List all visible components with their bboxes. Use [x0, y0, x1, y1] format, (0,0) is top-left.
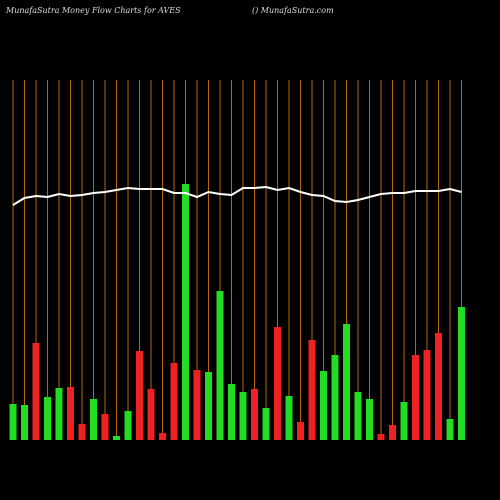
- bar: [251, 389, 258, 440]
- bar: [147, 389, 155, 440]
- bar: [216, 291, 224, 440]
- bar: [354, 392, 362, 440]
- bar: [32, 343, 40, 440]
- bar: [67, 387, 74, 440]
- bar: [400, 402, 408, 440]
- bar: [78, 424, 86, 440]
- bar: [90, 399, 97, 440]
- bar: [159, 433, 166, 440]
- bar: [262, 408, 270, 440]
- bar: [124, 411, 132, 440]
- bar: [136, 351, 143, 440]
- bar: [239, 392, 247, 440]
- bar: [9, 404, 17, 440]
- bar: [285, 396, 293, 440]
- bar: [343, 324, 350, 440]
- bar: [170, 363, 178, 440]
- bar: [412, 355, 419, 440]
- bar: [423, 350, 431, 440]
- bar: [21, 405, 28, 440]
- bar: [113, 436, 120, 440]
- chart-title: MunafaSutra Money Flow Charts for AVES: [5, 6, 181, 15]
- bar: [366, 399, 373, 440]
- chart-subtitle: () MunafaSutra.com: [252, 6, 334, 15]
- bar: [308, 340, 316, 440]
- bar: [331, 355, 339, 440]
- bar: [55, 388, 63, 440]
- bar: [193, 370, 201, 440]
- bar: [228, 384, 235, 440]
- bar: [446, 419, 454, 440]
- bar: [274, 327, 281, 440]
- bar: [101, 414, 109, 440]
- bar: [320, 371, 327, 440]
- bar: [182, 184, 189, 440]
- bar: [44, 397, 51, 440]
- bar: [435, 333, 442, 440]
- bar: [377, 434, 385, 440]
- bar: [205, 372, 212, 440]
- bars: [9, 184, 465, 440]
- flow-line: [12, 185, 462, 206]
- bar: [458, 307, 465, 440]
- bar: [297, 422, 304, 440]
- bar: [389, 425, 396, 440]
